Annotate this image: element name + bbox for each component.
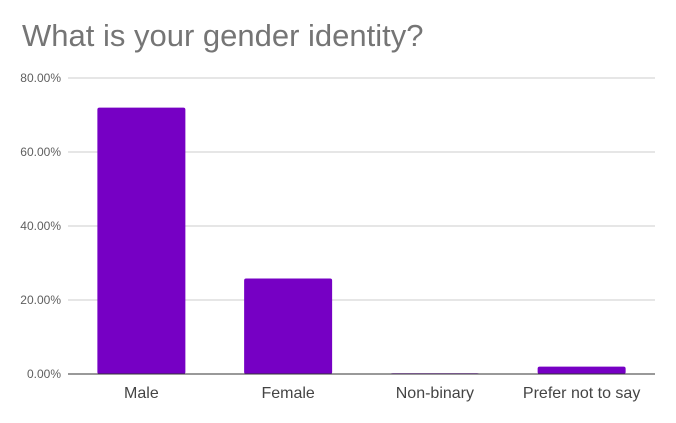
y-tick-label: 40.00% bbox=[20, 219, 61, 233]
chart-title: What is your gender identity? bbox=[22, 18, 424, 53]
bar-female bbox=[244, 278, 333, 374]
bar-male bbox=[97, 107, 186, 374]
x-category-label: Male bbox=[124, 385, 159, 402]
bar-prefer-not-to-say bbox=[537, 366, 626, 374]
y-tick-label: 80.00% bbox=[20, 71, 61, 85]
x-category-label: Non-binary bbox=[396, 385, 474, 402]
y-tick-label: 60.00% bbox=[20, 145, 61, 159]
x-category-label: Prefer not to say bbox=[523, 385, 640, 402]
y-tick-label: 20.00% bbox=[20, 293, 61, 307]
x-category-label: Female bbox=[261, 385, 314, 402]
y-tick-label: 0.00% bbox=[27, 367, 61, 381]
